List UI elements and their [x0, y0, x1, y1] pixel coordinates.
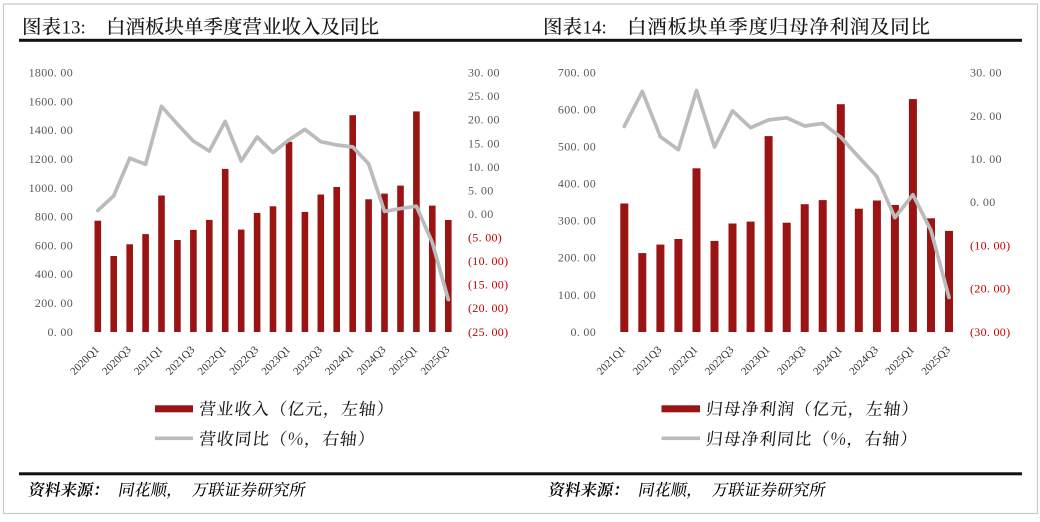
svg-text:1800. 00: 1800. 00	[29, 66, 73, 80]
svg-text:10. 00: 10. 00	[970, 152, 1002, 166]
svg-text:(30. 00): (30. 00)	[970, 325, 1010, 339]
svg-text:25. 00: 25. 00	[468, 89, 500, 103]
svg-text:14:: 14:	[583, 18, 607, 39]
svg-text:1200. 00: 1200. 00	[29, 152, 73, 166]
svg-text:(10. 00): (10. 00)	[970, 238, 1010, 252]
svg-text:500. 00: 500. 00	[558, 140, 596, 154]
svg-text:400. 00: 400. 00	[35, 267, 73, 281]
svg-text:200. 00: 200. 00	[558, 251, 596, 265]
svg-text:400. 00: 400. 00	[558, 177, 596, 191]
svg-text:(15. 00): (15. 00)	[468, 278, 508, 292]
svg-text:600. 00: 600. 00	[558, 103, 596, 117]
svg-text:20. 00: 20. 00	[468, 113, 500, 127]
svg-text:10. 00: 10. 00	[468, 160, 500, 174]
svg-text:100. 00: 100. 00	[558, 288, 596, 302]
svg-text:13:: 13:	[62, 18, 86, 39]
svg-text:1600. 00: 1600. 00	[29, 94, 73, 108]
svg-text:300. 00: 300. 00	[558, 214, 596, 228]
svg-text:(20. 00): (20. 00)	[468, 301, 508, 315]
svg-text:15. 00: 15. 00	[468, 136, 500, 150]
svg-text:700. 00: 700. 00	[558, 66, 596, 80]
svg-text:(20. 00): (20. 00)	[970, 282, 1010, 296]
svg-text:1400. 00: 1400. 00	[29, 123, 73, 137]
svg-text:30. 00: 30. 00	[970, 66, 1002, 80]
svg-text:(25. 00): (25. 00)	[468, 325, 508, 339]
svg-text:0. 00: 0. 00	[468, 207, 494, 221]
svg-text:200. 00: 200. 00	[35, 296, 73, 310]
svg-text:5. 00: 5. 00	[468, 183, 494, 197]
svg-text:30. 00: 30. 00	[468, 66, 500, 80]
svg-text:(10. 00): (10. 00)	[468, 254, 508, 268]
svg-text:1000. 00: 1000. 00	[29, 181, 73, 195]
svg-text:0. 00: 0. 00	[48, 325, 74, 339]
svg-text:800. 00: 800. 00	[35, 210, 73, 224]
svg-text:20. 00: 20. 00	[970, 109, 1002, 123]
svg-text:0. 00: 0. 00	[970, 195, 996, 209]
svg-text:0. 00: 0. 00	[571, 325, 597, 339]
svg-text:(5. 00): (5. 00)	[468, 231, 502, 245]
svg-text:600. 00: 600. 00	[35, 238, 73, 252]
